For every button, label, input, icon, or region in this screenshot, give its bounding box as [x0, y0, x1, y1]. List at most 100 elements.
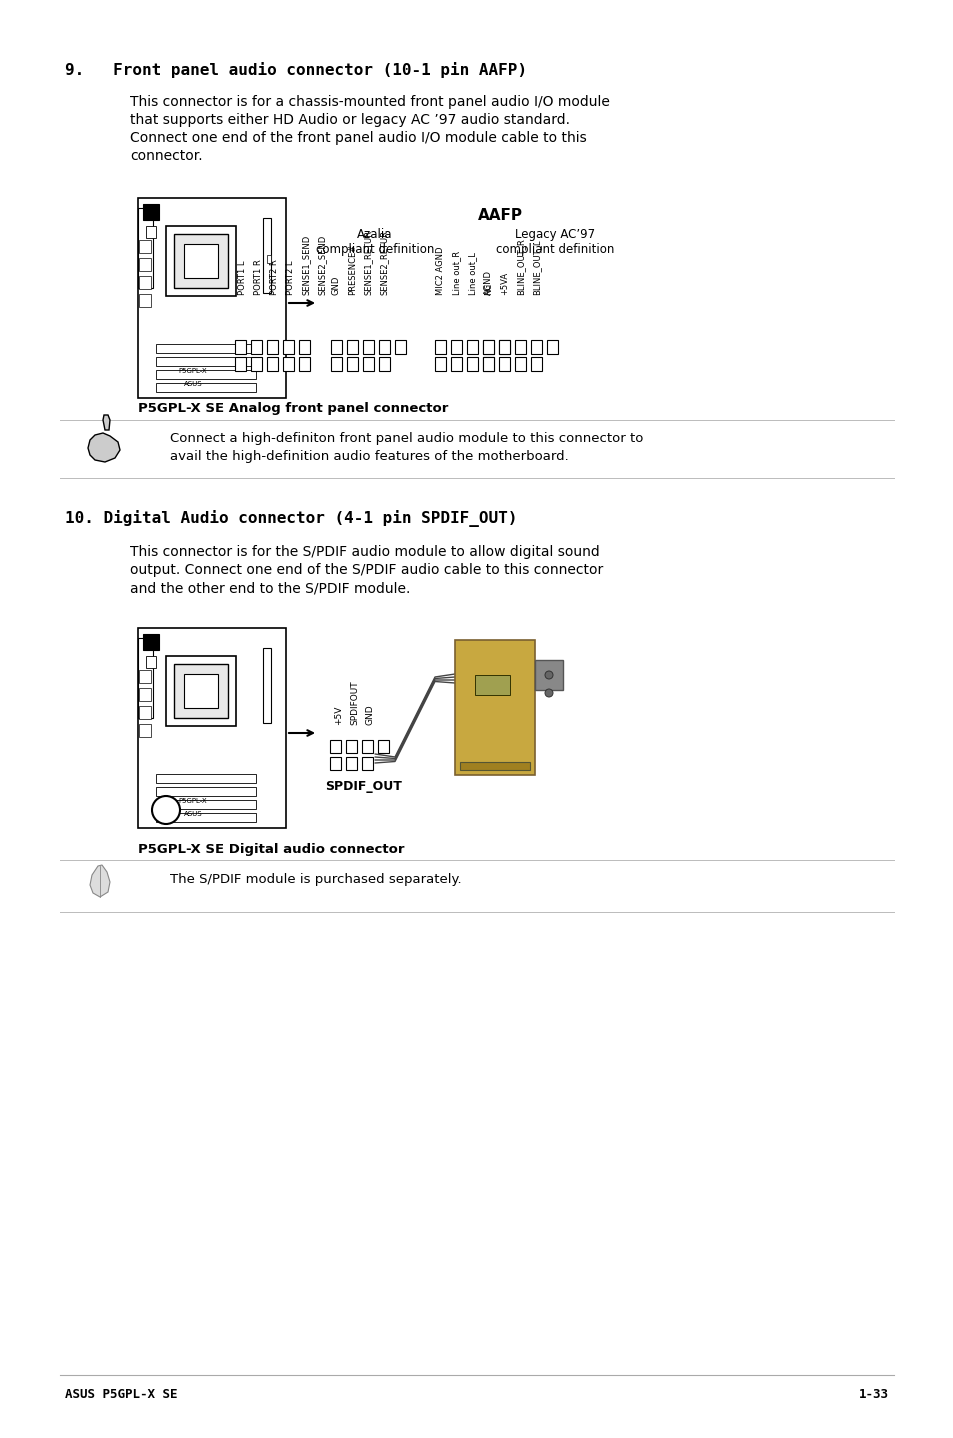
Bar [346, 741, 356, 754]
Bar [498, 357, 510, 371]
Bar [347, 339, 357, 354]
Bar [482, 357, 494, 371]
Text: Azalia
compliant definition: Azalia compliant definition [315, 229, 434, 256]
Bar [459, 762, 530, 769]
Bar [347, 357, 357, 371]
Bar [331, 339, 341, 354]
Bar [467, 339, 477, 354]
Bar [166, 226, 235, 296]
Bar [435, 339, 446, 354]
Text: 10. Digital Audio connector (4-1 pin SPDIF_OUT): 10. Digital Audio connector (4-1 pin SPD… [65, 510, 517, 526]
Bar [267, 339, 277, 354]
Bar [156, 774, 255, 784]
Bar [455, 640, 535, 775]
Bar [363, 339, 374, 354]
Bar [156, 800, 255, 810]
Bar [184, 674, 218, 707]
Bar [482, 357, 494, 371]
Bar [139, 276, 151, 289]
Text: BLINE_OUT_R: BLINE_OUT_R [516, 239, 524, 295]
Text: ASUS: ASUS [184, 811, 202, 817]
Bar [143, 634, 159, 650]
Bar [283, 357, 294, 371]
Bar [363, 357, 374, 371]
Text: SENSE2_RETUR: SENSE2_RETUR [379, 230, 389, 295]
Bar [267, 357, 277, 371]
Bar [361, 741, 373, 754]
Polygon shape [90, 866, 110, 897]
Text: P5GPL-X SE Digital audio connector: P5GPL-X SE Digital audio connector [138, 843, 404, 856]
Circle shape [544, 689, 553, 697]
Text: SENSE2_SEND: SENSE2_SEND [317, 234, 327, 295]
Text: and the other end to the S/PDIF module.: and the other end to the S/PDIF module. [130, 581, 410, 595]
Text: ASUS: ASUS [184, 381, 202, 387]
Text: that supports either HD Audio or legacy AC ’97 audio standard.: that supports either HD Audio or legacy … [130, 114, 569, 127]
Bar [156, 787, 255, 797]
Bar [251, 357, 262, 371]
Bar [146, 226, 156, 239]
Text: The S/PDIF module is purchased separately.: The S/PDIF module is purchased separatel… [170, 873, 461, 886]
Text: P5GPL-X SE Analog front panel connector: P5GPL-X SE Analog front panel connector [138, 403, 448, 416]
Bar [482, 339, 494, 354]
Bar [166, 656, 235, 726]
Text: 1-33: 1-33 [858, 1388, 888, 1401]
Text: SPDIF_OUT: SPDIF_OUT [325, 779, 401, 792]
Bar [139, 706, 151, 719]
Bar [330, 756, 340, 769]
Text: NC: NC [483, 283, 493, 295]
Bar [377, 741, 389, 754]
Text: Connect a high-definiton front panel audio module to this connector to: Connect a high-definiton front panel aud… [170, 431, 642, 444]
Bar [546, 339, 558, 354]
Bar [298, 339, 310, 354]
Text: Line out_R: Line out_R [452, 250, 460, 295]
Bar [451, 339, 461, 354]
Circle shape [152, 797, 180, 824]
Text: SPDIFOUT: SPDIFOUT [350, 680, 358, 725]
Bar [234, 339, 246, 354]
Text: PORT2 R: PORT2 R [270, 259, 278, 295]
Bar [143, 204, 159, 220]
Text: avail the high-definition audio features of the motherboard.: avail the high-definition audio features… [170, 450, 568, 463]
Bar [467, 357, 477, 371]
Bar [330, 741, 340, 754]
Bar [251, 339, 262, 354]
Bar [138, 198, 286, 398]
Text: +5V: +5V [334, 706, 343, 725]
Text: PORT1 L: PORT1 L [237, 260, 247, 295]
Text: AGND: AGND [483, 270, 493, 295]
Circle shape [544, 672, 553, 679]
Bar [267, 255, 271, 263]
Bar [515, 357, 525, 371]
Text: +5VA: +5VA [499, 272, 509, 295]
Bar [139, 293, 151, 306]
Text: BLINE_OUT_L: BLINE_OUT_L [532, 240, 540, 295]
Text: SENSE1_SEND: SENSE1_SEND [302, 234, 311, 295]
Bar [139, 240, 151, 253]
Bar [156, 370, 255, 380]
Bar [378, 339, 390, 354]
Bar [263, 649, 271, 723]
Bar [475, 674, 510, 695]
Text: PORT1 R: PORT1 R [253, 259, 263, 295]
Text: P5GPL-X: P5GPL-X [178, 798, 207, 804]
Bar [451, 357, 461, 371]
Bar [173, 664, 228, 718]
Bar [139, 670, 151, 683]
Polygon shape [103, 416, 110, 430]
Text: Legacy AC’97
compliant definition: Legacy AC’97 compliant definition [496, 229, 614, 256]
Text: PRESENCE#: PRESENCE# [348, 244, 356, 295]
Text: 9.   Front panel audio connector (10-1 pin AAFP): 9. Front panel audio connector (10-1 pin… [65, 62, 526, 78]
Text: P5GPL-X: P5GPL-X [178, 368, 207, 374]
Text: output. Connect one end of the S/PDIF audio cable to this connector: output. Connect one end of the S/PDIF au… [130, 564, 602, 577]
Bar [482, 339, 494, 354]
Text: SENSE1_RETUR: SENSE1_RETUR [364, 230, 373, 295]
Bar [498, 339, 510, 354]
Bar [146, 656, 156, 669]
Bar [378, 357, 390, 371]
Bar [184, 244, 218, 278]
Bar [138, 209, 152, 288]
Bar [139, 257, 151, 270]
Bar [535, 660, 562, 690]
Bar [298, 357, 310, 371]
Bar [515, 339, 525, 354]
